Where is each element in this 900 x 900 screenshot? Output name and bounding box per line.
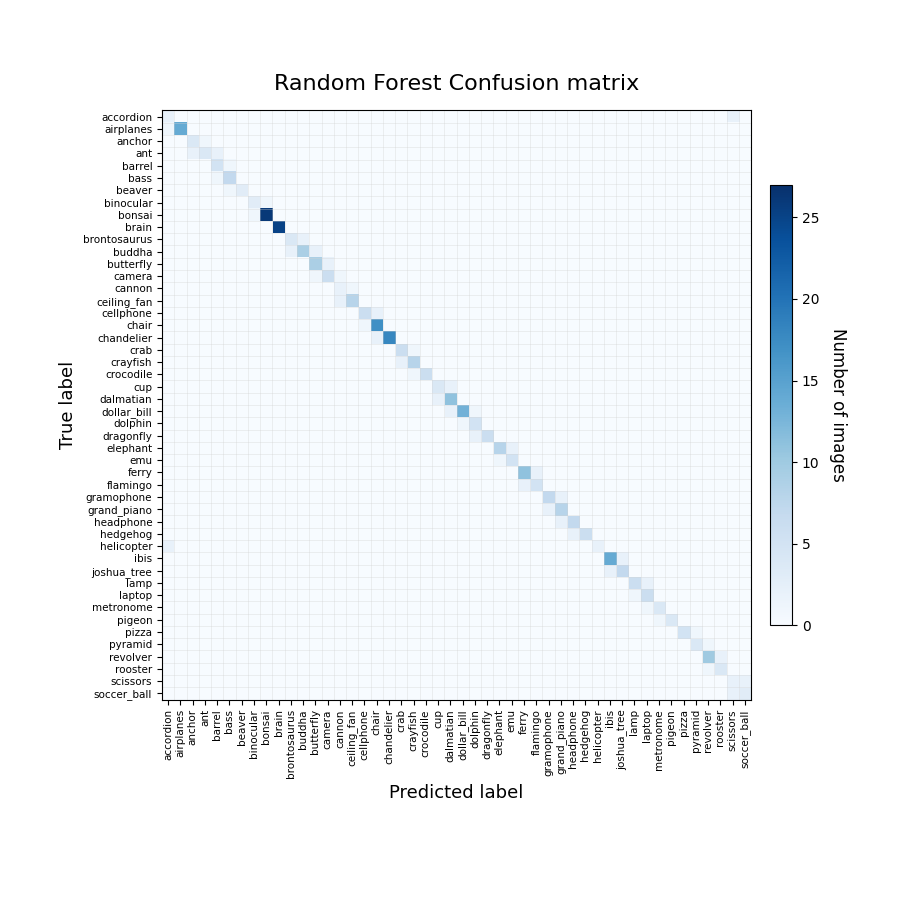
Y-axis label: True label: True label — [59, 361, 77, 449]
Title: Random Forest Confusion matrix: Random Forest Confusion matrix — [274, 74, 639, 94]
X-axis label: Predicted label: Predicted label — [390, 784, 524, 802]
Y-axis label: Number of images: Number of images — [829, 328, 847, 482]
